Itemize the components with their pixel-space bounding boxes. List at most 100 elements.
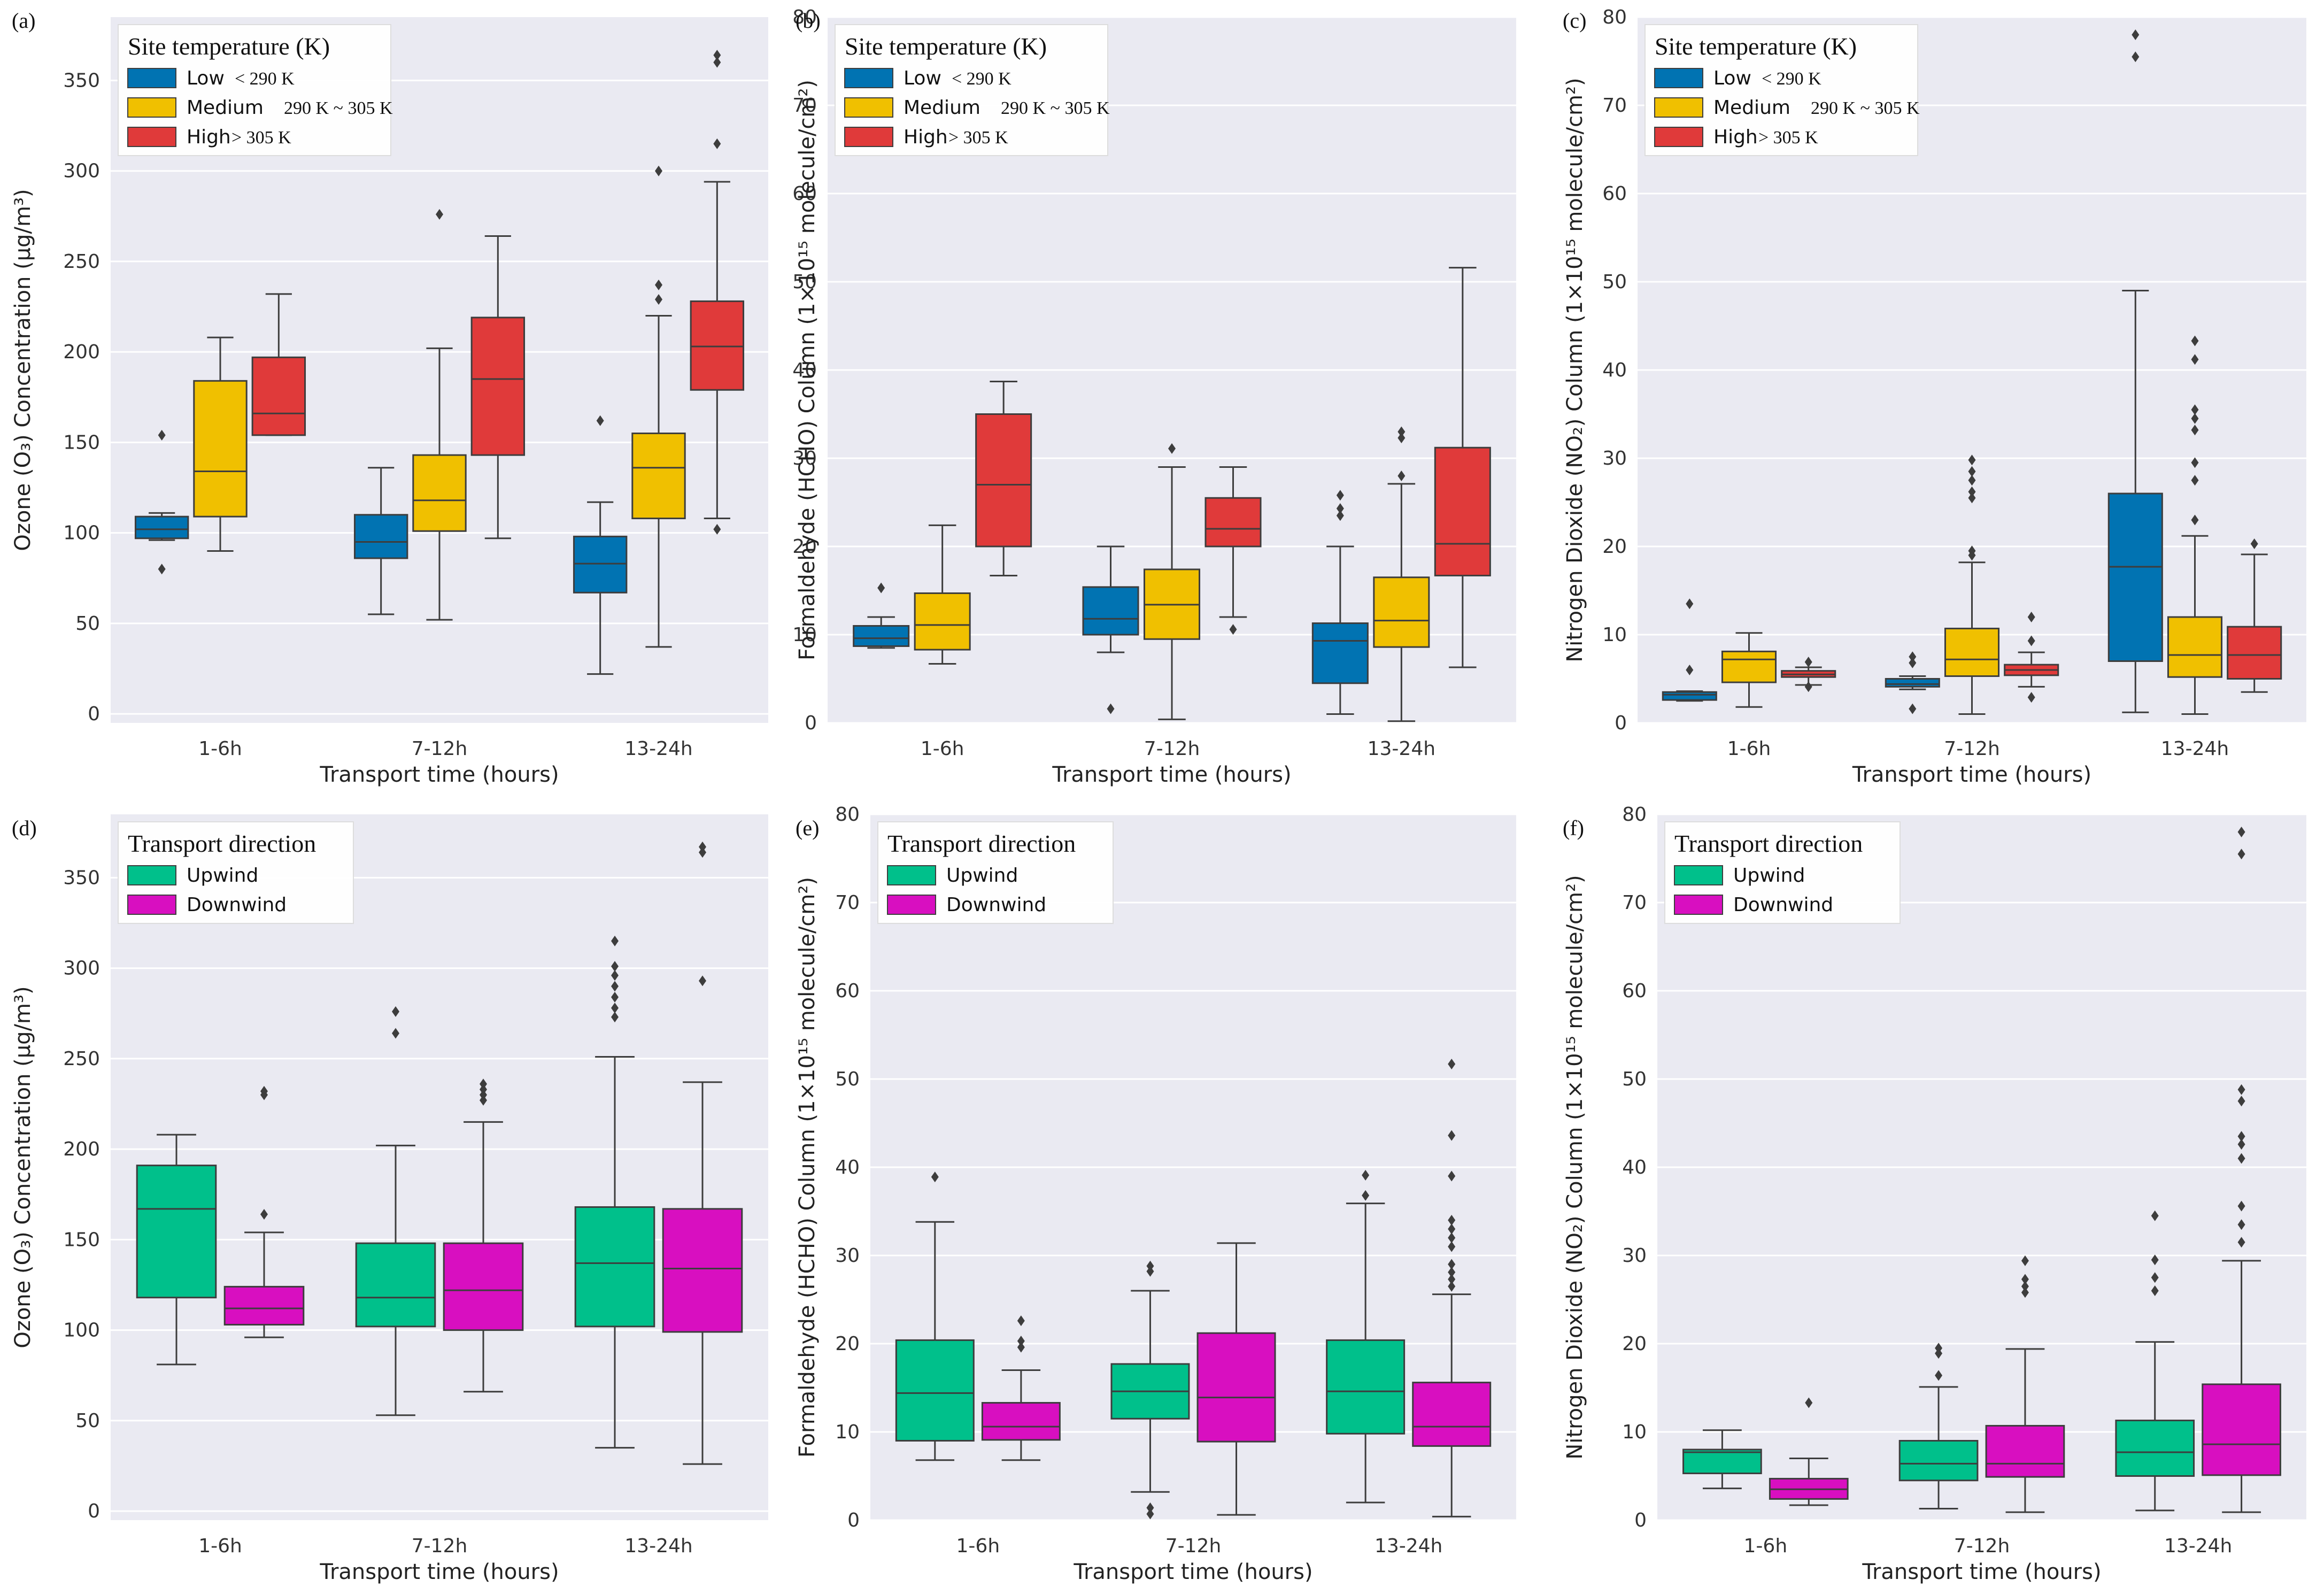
outlier-point: [2027, 635, 2035, 646]
x-tick-label: 1-6h: [1727, 738, 1771, 760]
box-upwind-7-12h: [1898, 1343, 1979, 1510]
outlier-point: [1146, 1502, 1154, 1513]
box-iqr: [2115, 1420, 2195, 1477]
legend: Site temperature (K) Low < 290 K Medium 290 …: [1644, 24, 1920, 156]
x-axis-label: Transport time (hours): [319, 1560, 559, 1584]
box-high-7-12h: [470, 235, 526, 540]
outlier-point: [260, 1209, 268, 1220]
legend-swatch: [1674, 865, 1723, 885]
outlier-point: [2021, 1281, 2029, 1292]
outlier-point: [2237, 1096, 2245, 1107]
box-low-1-6h: [134, 429, 189, 575]
outlier-point: [2237, 1219, 2245, 1230]
legend-swatch: [844, 127, 893, 147]
outlier-point: [1935, 1343, 1943, 1354]
legend-swatch: [1674, 895, 1723, 915]
outlier-point: [1168, 443, 1176, 454]
box-low-13-24h: [573, 415, 628, 675]
box-upwind-1-6h: [136, 1134, 217, 1366]
outlier-point: [480, 1095, 487, 1106]
x-tick-label: 7-12h: [412, 1535, 468, 1557]
box-medium-13-24h: [1373, 426, 1430, 722]
outlier-point: [611, 970, 619, 981]
box-iqr: [2227, 626, 2282, 680]
box-iqr: [573, 535, 628, 594]
outlier-point: [480, 1084, 487, 1095]
outlier-point: [713, 57, 721, 68]
y-tick-label: 70: [835, 892, 860, 914]
box-iqr: [690, 300, 745, 391]
panel-label: (c): [1563, 9, 1586, 33]
legend-label: Downwind: [187, 894, 287, 916]
panel-label: (e): [796, 816, 819, 840]
outlier-point: [2151, 1210, 2159, 1221]
y-tick-label: 30: [792, 448, 817, 469]
legend-sublabel: > 305 K: [948, 128, 1008, 148]
outlier-point: [2191, 413, 2199, 424]
outlier-point: [2191, 514, 2199, 526]
y-tick-label: 60: [1602, 183, 1627, 205]
outlier-point: [1146, 1260, 1154, 1272]
legend-swatch: [1654, 68, 1703, 88]
y-tick-label: 100: [63, 1320, 100, 1342]
outlier-point: [1448, 1241, 1456, 1252]
legend-title: Site temperature (K): [1655, 33, 1857, 60]
outlier-point: [1017, 1342, 1025, 1353]
y-tick-label: 350: [63, 70, 100, 91]
outlier-point: [1362, 1169, 1370, 1181]
outlier-point: [1448, 1130, 1456, 1141]
legend-title: Site temperature (K): [845, 33, 1047, 60]
outlier-point: [392, 1028, 399, 1039]
outlier-point: [1909, 657, 1917, 668]
legend-sublabel: < 290 K: [952, 69, 1012, 89]
legend-label: Medium: [187, 97, 264, 119]
y-tick-label: 300: [63, 958, 100, 980]
y-tick-label: 70: [1622, 892, 1647, 914]
outlier-point: [2237, 1200, 2245, 1212]
outlier-point: [2132, 29, 2140, 40]
panel-label: (b): [796, 9, 821, 33]
box-iqr: [1662, 691, 1717, 701]
box-iqr: [443, 1242, 524, 1331]
x-tick-label: 13-24h: [1375, 1535, 1442, 1557]
plot-area: [111, 814, 768, 1520]
y-tick-label: 150: [63, 1229, 100, 1251]
legend-swatch: [127, 97, 176, 118]
outlier-point: [1448, 1267, 1456, 1278]
outlier-point: [1146, 1508, 1154, 1520]
outlier-point: [1017, 1315, 1025, 1327]
y-axis-label: Nitrogen Dioxide (NO₂) Column (1×10¹⁵ mo…: [1563, 875, 1587, 1459]
x-tick-label: 7-12h: [1165, 1535, 1222, 1557]
box-iqr: [136, 1165, 217, 1299]
outlier-point: [1336, 490, 1344, 501]
chart-panel-1: 0 50 100 150 200 250 300 350 (a) Ozone (O₃) Conce…: [11, 9, 768, 787]
outlier-point: [2132, 51, 2140, 63]
legend-label: Upwind: [1733, 865, 1805, 887]
y-tick-label: 150: [63, 432, 100, 453]
box-iqr: [355, 1242, 436, 1328]
box-iqr: [662, 1208, 743, 1333]
box-downwind-1-6h: [981, 1315, 1061, 1461]
outlier-point: [1909, 703, 1917, 714]
outlier-point: [1686, 665, 1694, 675]
legend-label: Upwind: [946, 865, 1018, 887]
box-iqr: [574, 1206, 655, 1328]
box-iqr: [895, 1339, 975, 1442]
box-upwind-1-6h: [895, 1172, 975, 1461]
y-tick-label: 60: [1622, 980, 1647, 1002]
outlier-point: [1107, 703, 1115, 714]
outlier-point: [1398, 433, 1406, 444]
box-high-1-6h: [975, 380, 1032, 576]
outlier-point: [1968, 486, 1976, 497]
y-tick-label: 10: [835, 1421, 860, 1443]
y-tick-label: 40: [1602, 359, 1627, 381]
legend-swatch: [127, 68, 176, 88]
y-tick-label: 0: [88, 703, 100, 725]
outlier-point: [2191, 425, 2199, 436]
legend-sublabel: 290 K ~ 305 K: [1811, 98, 1920, 118]
y-tick-label: 300: [63, 160, 100, 182]
outlier-point: [611, 1003, 619, 1014]
outlier-point: [1804, 657, 1812, 668]
box-medium-13-24h: [2167, 335, 2223, 715]
legend-sublabel: > 305 K: [1758, 128, 1818, 148]
